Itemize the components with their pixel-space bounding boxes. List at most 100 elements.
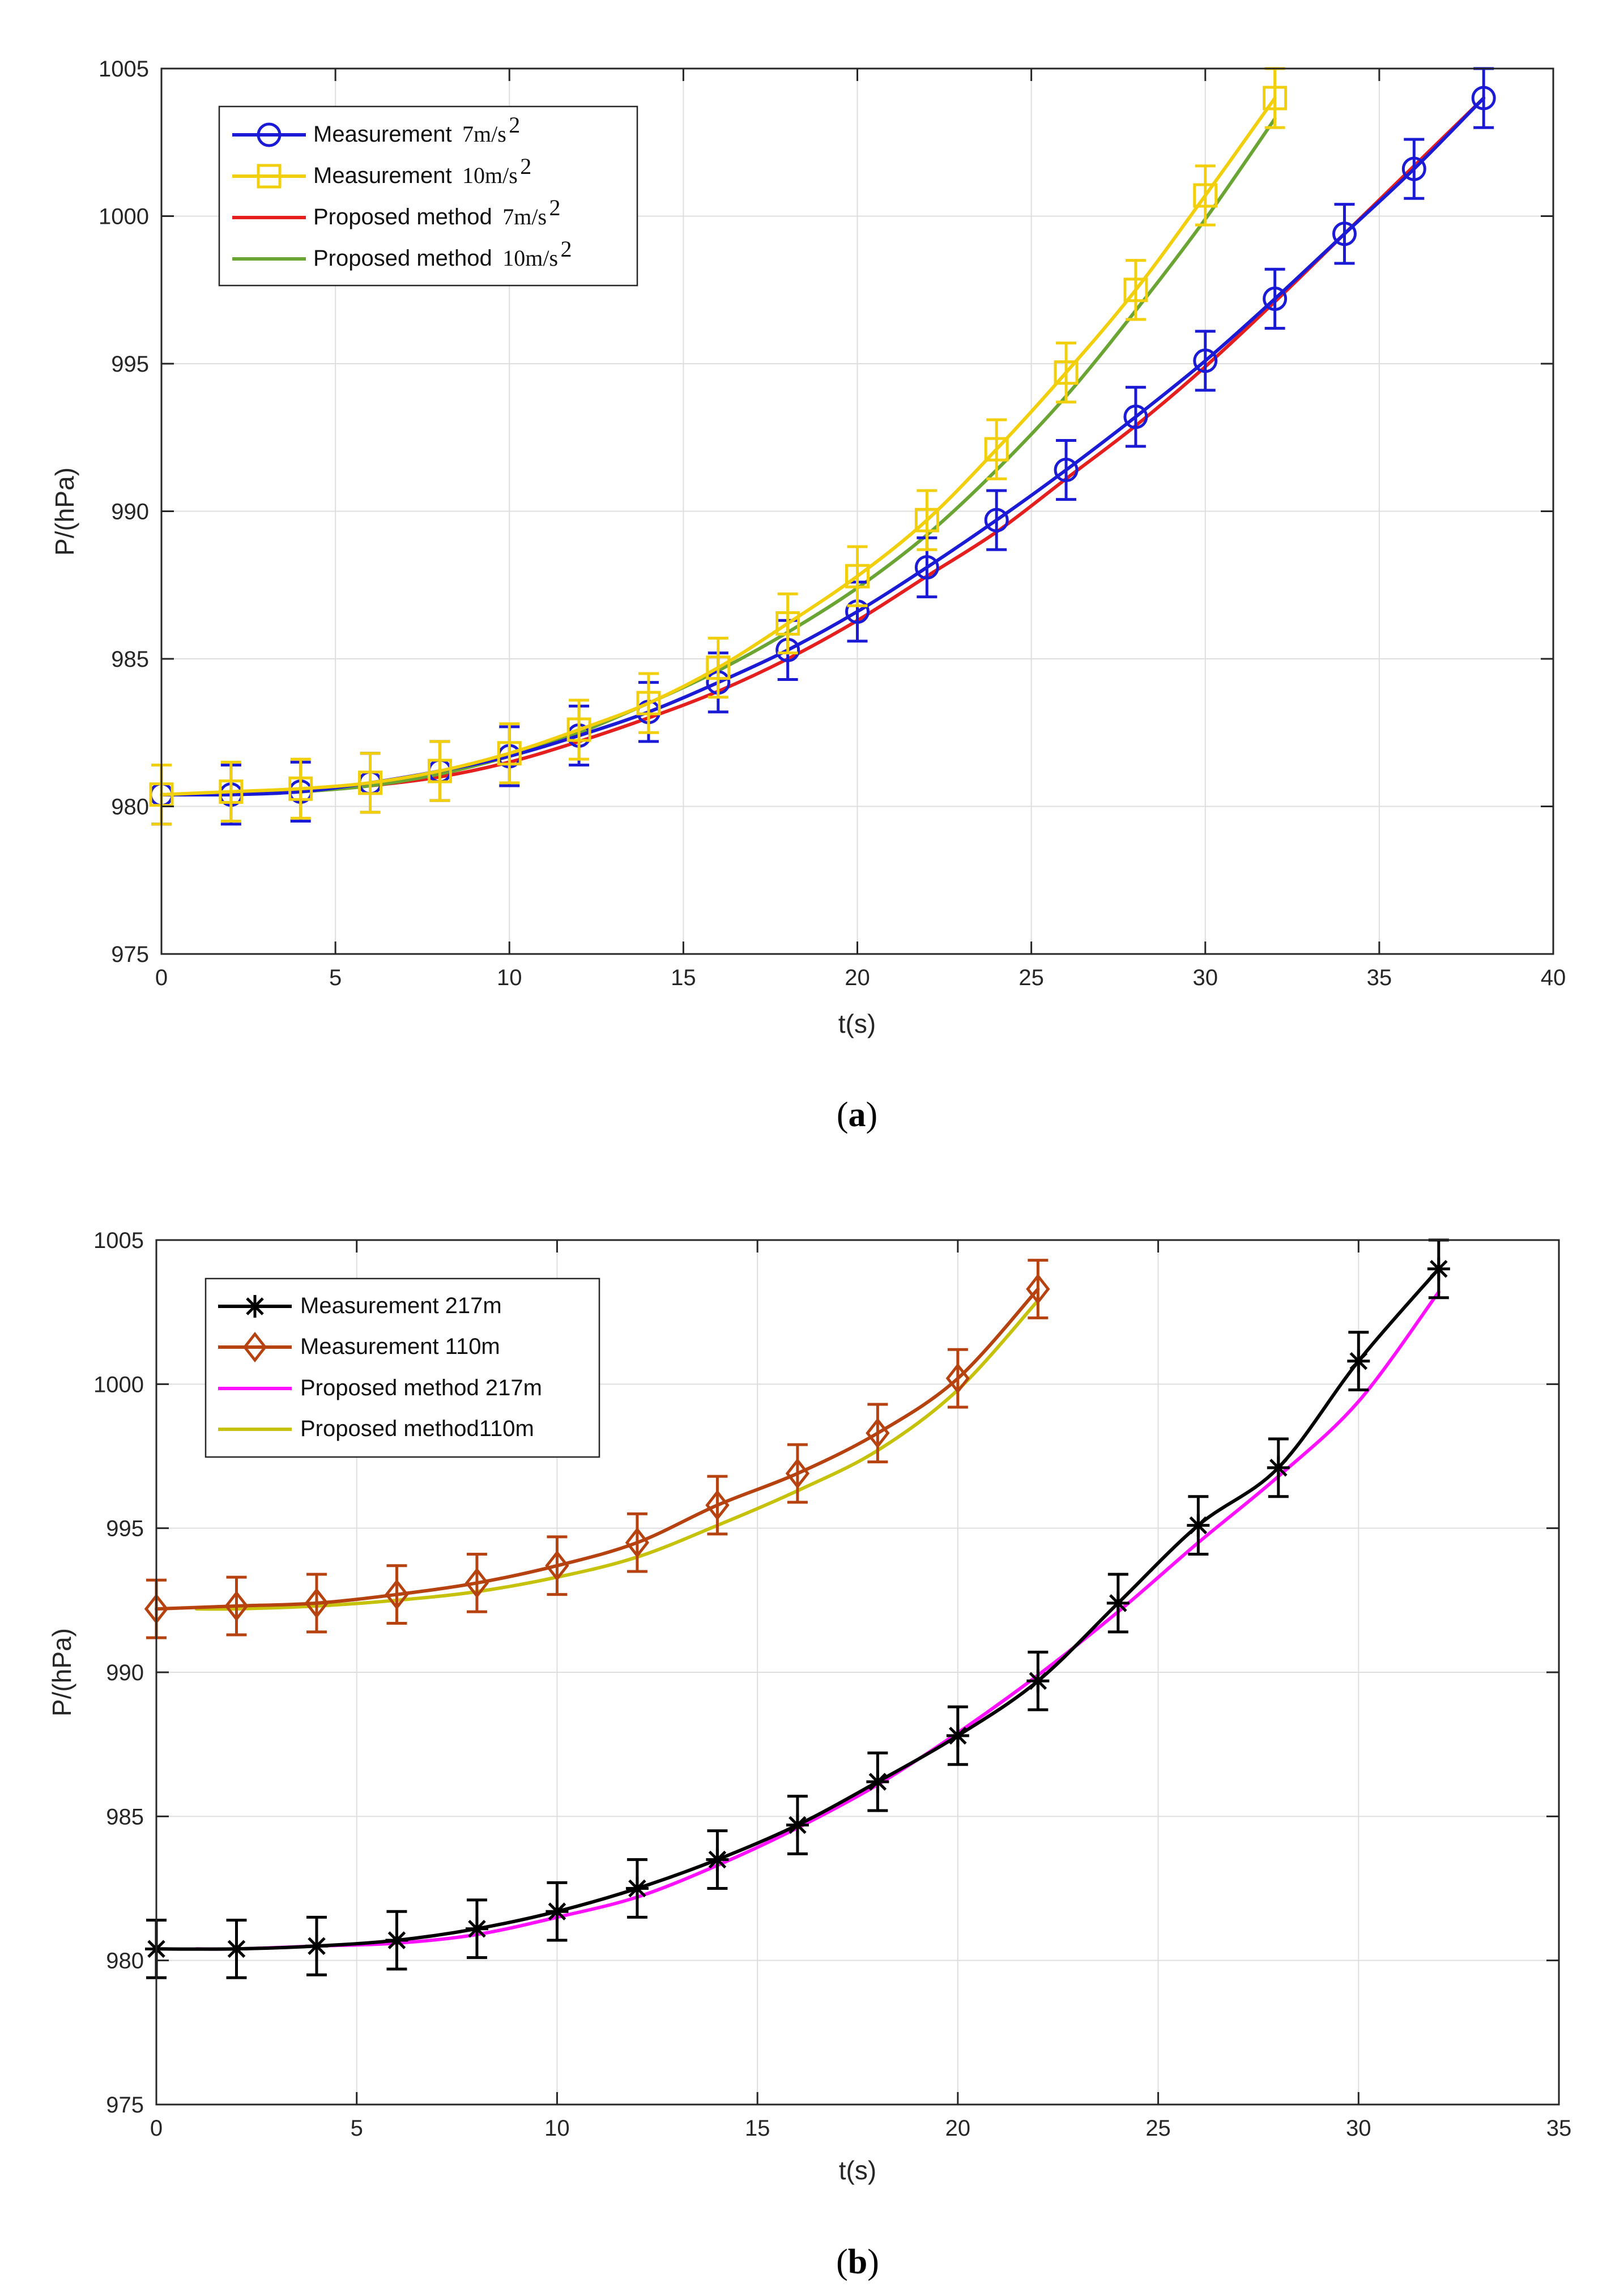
chart-a-series-1-point-3 [358, 770, 383, 795]
chart-b-series-0-point-5 [546, 1900, 569, 1923]
chart-a-series-0-point-14 [1123, 404, 1148, 429]
chart-b-series-1-point-5 [545, 1550, 569, 1581]
chart-a-series-1-point-1 [219, 779, 244, 804]
legend-a-entry-4-text: Proposed method [313, 246, 492, 271]
chart-a-series-1-point-7 [636, 691, 661, 715]
chart-b: 0 5 10 15 20 25 30 35 975 980 985 990 995 1000 1005 t(… [47, 1228, 1571, 2281]
chart-a-series-1-point-11 [914, 508, 939, 533]
chart-b-ylabel: P/(hPa) [47, 1628, 76, 1716]
chart-a-series-1-point-9 [775, 611, 800, 636]
chart-a-xtick-label-2: 10 [497, 965, 522, 990]
chart-a-series-1-point-15 [1193, 183, 1218, 208]
legend-a-entry-3-text: Proposed method [313, 205, 492, 229]
chart-b-xtick-label-6: 30 [1346, 2116, 1371, 2141]
legend-a-entry-4: Proposed method 10m/s 2 [313, 236, 572, 271]
chart-a-series-1-point-16 [1263, 86, 1288, 110]
chart-b-series-3 [194, 1298, 1040, 1611]
chart-b-series-0-point-12 [1106, 1591, 1130, 1615]
chart-b-series-1-point-11 [1026, 1273, 1050, 1305]
chart-b-series-0-point-11 [1026, 1669, 1050, 1693]
chart-b-series-0-point-6 [625, 1877, 649, 1900]
chart-a-xtick-label-8: 40 [1541, 965, 1566, 990]
legend-b-sample-marker-0 [244, 1295, 266, 1318]
chart-a-series-1 [149, 67, 1288, 826]
chart-b-series-0-point-9 [866, 1770, 889, 1794]
chart-b-series-0-point-15 [1347, 1349, 1370, 1373]
chart-b-series-0-point-8 [786, 1813, 809, 1837]
chart-a-xtick-label-1: 5 [329, 965, 342, 990]
chart-b-ytick-label-4: 995 [106, 1517, 144, 1541]
chart-a-xtick-label-0: 0 [155, 965, 168, 990]
chart-a-ytick-label-6: 1005 [99, 57, 149, 82]
chart-b-xtick-label-4: 20 [945, 2116, 971, 2141]
chart-a-series-1-point-6 [566, 717, 591, 742]
chart-a-ytick-label-4: 995 [111, 352, 149, 377]
chart-b-xtick-label-0: 0 [150, 2116, 163, 2141]
chart-b-series-1-point-6 [625, 1527, 650, 1558]
legend-b-entry-2-text: Measurement 110m [300, 1334, 500, 1359]
chart-a-ytick-label-2: 985 [111, 647, 149, 672]
chart-a-xtick-label-5: 25 [1019, 965, 1044, 990]
chart-a-ytick-label-3: 990 [111, 500, 149, 525]
chart-b-legend-box [204, 1277, 600, 1458]
chart-b-xtick-label-3: 15 [745, 2116, 770, 2141]
chart-b-ytick-label-0: 975 [106, 2093, 144, 2118]
legend-b-sample-marker-1 [242, 1331, 267, 1363]
chart-b-series-1-line [155, 1287, 1040, 1611]
legend-a-entry-1-text: Measurement [313, 122, 452, 147]
chart-b-series-1-point-1 [224, 1590, 249, 1622]
chart-a-xlabel: t(s) [838, 1009, 876, 1038]
chart-a-series-1-point-13 [1054, 360, 1079, 385]
chart-a-xtick-label-6: 30 [1193, 965, 1218, 990]
chart-a-legend: Measurement 7m/s 2 Measurement 10m/s 2 P… [218, 105, 638, 287]
chart-b-series-0-point-13 [1187, 1514, 1210, 1537]
chart-a-series-1-point-5 [497, 741, 522, 766]
chart-b-ytick-label-3: 990 [106, 1660, 144, 1685]
legend-a-entry-1-exponent: 2 [509, 112, 520, 138]
legend-a-entry-2-text: Measurement [313, 163, 452, 188]
legend-a-entry-2: Measurement 10m/s 2 [313, 154, 531, 188]
chart-a-ylabel: P/(hPa) [50, 467, 79, 556]
chart-b-series-3-line [194, 1298, 1040, 1611]
chart-b-series-0-point-1 [225, 1937, 248, 1961]
legend-a-entry-3: Proposed method 7m/s 2 [313, 195, 560, 229]
chart-b-ytick-label-1: 980 [106, 1949, 144, 1974]
chart-b-series-1-point-4 [465, 1567, 489, 1599]
legend-a-entry-4-unit: 10m/s [502, 245, 558, 271]
chart-b-xtick-label-2: 10 [544, 2116, 570, 2141]
chart-b-legend-samples [218, 1295, 292, 1431]
legend-a-entry-2-exponent: 2 [520, 154, 531, 179]
chart-b-caption-close: ) [867, 2243, 879, 2281]
chart-b-series-1-point-3 [385, 1579, 409, 1610]
chart-a-series-0-point-13 [1054, 458, 1079, 483]
chart-a-caption-open: ( [837, 1096, 849, 1134]
legend-a-entry-3-unit: 7m/s [502, 204, 547, 229]
chart-a-series-0-point-18 [1401, 156, 1426, 181]
chart-b-xtick-label-7: 35 [1546, 2116, 1572, 2141]
legend-a-entry-1: Measurement 7m/s 2 [313, 112, 520, 147]
chart-b-ytick-label-6: 1005 [93, 1228, 144, 1253]
chart-a-series-1-point-14 [1123, 278, 1148, 303]
legend-a-entry-4-exponent: 2 [560, 236, 572, 262]
chart-b-series-0-point-14 [1267, 1456, 1290, 1479]
chart-b-series-1-point-10 [945, 1363, 970, 1394]
chart-b-caption: (b) [836, 2243, 879, 2281]
chart-a-series-0-point-11 [914, 555, 939, 580]
chart-a-series-1-point-4 [427, 759, 452, 783]
chart-b-ticks: 0 5 10 15 20 25 30 35 975 980 985 990 995 1000 1005 [93, 1228, 1571, 2141]
chart-a-series-0-point-19 [1471, 86, 1496, 110]
chart-a-ytick-label-5: 1000 [99, 205, 149, 229]
chart-b-series-1-point-8 [785, 1458, 810, 1489]
chart-b-xtick-label-1: 5 [351, 2116, 363, 2141]
chart-a-caption: (a) [837, 1096, 877, 1134]
chart-b-ytick-label-2: 985 [106, 1804, 144, 1829]
legend-b-entry-4-text: Proposed method110m [300, 1416, 534, 1441]
legend-b-entry-1-text: Measurement 217m [300, 1293, 502, 1318]
chart-a-ytick-label-1: 980 [111, 795, 149, 820]
chart-b-caption-open: ( [836, 2243, 848, 2281]
chart-a-series-1-point-12 [984, 437, 1009, 462]
chart-a: 0 5 10 15 20 25 30 35 4097598098599099510001005 … [50, 57, 1566, 1134]
chart-a-xtick-label-4: 20 [845, 965, 870, 990]
chart-a-series-0-point-16 [1263, 286, 1288, 311]
chart-a-ticks: 0 5 10 15 20 25 30 35 40 975 980 985 990 995 1000 1005 [99, 57, 1566, 990]
